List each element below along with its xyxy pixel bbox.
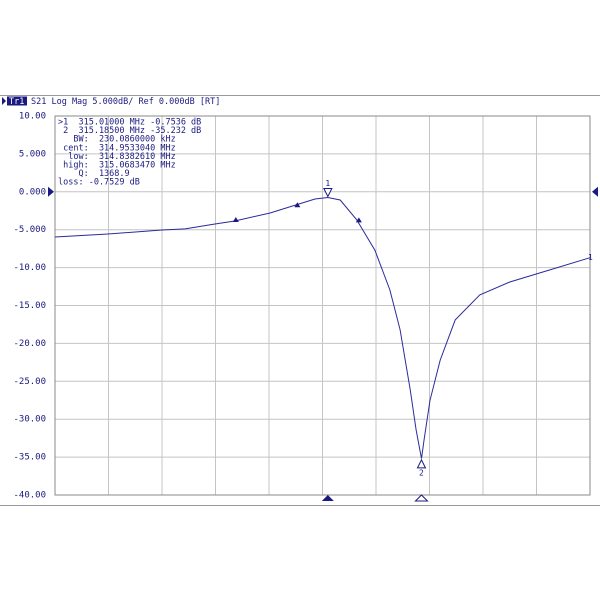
bw-marker xyxy=(294,202,301,208)
trace-end-label: 1 xyxy=(588,253,593,262)
marker-readout: >1 315.01000 MHz -0.7536 dB xyxy=(58,118,201,128)
marker xyxy=(323,188,333,198)
marker-readout: Q: 1368.9 xyxy=(58,169,130,179)
trace-badge[interactable] xyxy=(7,96,27,106)
ref-arrow-right xyxy=(592,186,598,197)
y-tick-label: -25.00 xyxy=(13,377,46,387)
marker-axis-pointer xyxy=(321,495,334,501)
bw-marker xyxy=(232,216,239,222)
y-tick-label: 10.00 xyxy=(19,112,46,122)
y-tick-label: -30.00 xyxy=(13,415,46,425)
marker-readout: cent: 314.9533040 MHz xyxy=(58,143,176,153)
marker-readout: 2 315.18500 MHz -35.232 dB xyxy=(58,126,201,136)
y-tick-label: -35.00 xyxy=(13,453,46,463)
marker-readout: BW: 230.0860000 kHz xyxy=(58,135,176,145)
trace-header: S21 Log Mag 5.000dB/ Ref 0.000dB [RT] xyxy=(31,97,220,107)
y-tick-label: 0.000 xyxy=(19,187,46,197)
y-tick-label: -15.00 xyxy=(13,301,46,311)
marker xyxy=(416,458,427,469)
marker-readout: low: 314.8382610 MHz xyxy=(58,152,176,162)
marker-readout: loss: -0.7529 dB xyxy=(58,178,140,188)
y-tick-label: -40.00 xyxy=(13,491,46,501)
y-tick-label: -10.00 xyxy=(13,263,46,273)
bw-marker xyxy=(355,217,362,223)
trace-label: Tr1 xyxy=(9,97,24,107)
marker-readout: high: 315.0683470 MHz xyxy=(58,161,176,171)
y-tick-label: 5.000 xyxy=(19,149,46,159)
marker-label: 2 xyxy=(419,468,424,477)
marker-axis-pointer xyxy=(414,494,429,502)
ref-arrow-left xyxy=(48,186,54,197)
marker-label: 1 xyxy=(325,179,330,188)
y-tick-label: -20.00 xyxy=(13,339,46,349)
y-tick-label: -5.000 xyxy=(13,225,46,235)
trace xyxy=(54,196,591,459)
active-arrow xyxy=(2,97,6,105)
plot-border xyxy=(54,115,591,496)
